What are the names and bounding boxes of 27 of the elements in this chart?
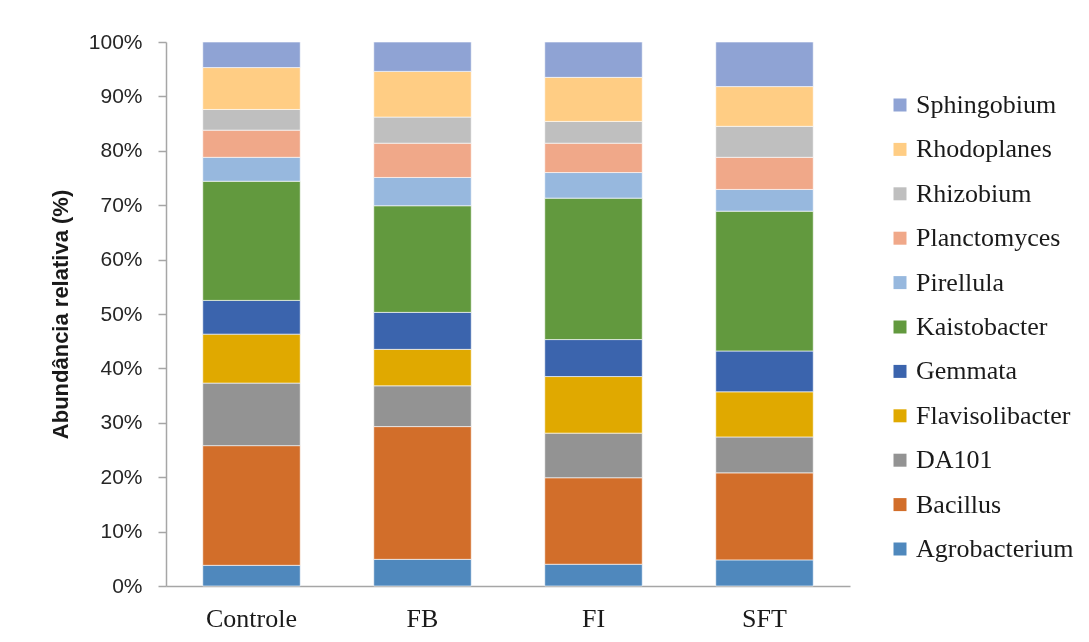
y-tick-label: 80% xyxy=(100,138,143,162)
x-tick-label: Controle xyxy=(206,603,297,633)
legend-label: Flavisolibacter xyxy=(916,400,1071,430)
y-tick-label: 40% xyxy=(100,355,143,379)
x-tick-label: FB xyxy=(406,603,439,633)
y-tick-label: 10% xyxy=(100,519,143,543)
y-tick-label: 0% xyxy=(112,573,143,597)
legend-label: Kaistobacter xyxy=(916,312,1048,341)
legend-label: Sphingobium xyxy=(916,90,1057,119)
y-tick-label: 50% xyxy=(100,301,143,325)
legend-label: Gemmata xyxy=(916,356,1018,386)
x-tick-label: FI xyxy=(581,603,606,633)
y-tick-label: 100% xyxy=(88,29,143,53)
legend-label: Agrobacterium xyxy=(916,534,1074,563)
y-axis-title: Abundância relativa (%) xyxy=(47,189,73,440)
y-tick-label: 60% xyxy=(100,247,143,271)
legend-label: Pirellula xyxy=(916,267,1005,297)
legend-label: Rhodoplanes xyxy=(916,134,1052,164)
y-tick-label: 70% xyxy=(100,192,143,216)
legend-label: DA101 xyxy=(916,445,993,475)
y-tick-label: 90% xyxy=(100,83,143,107)
legend-label: Bacillus xyxy=(916,489,1002,519)
y-tick-label: 30% xyxy=(100,410,143,434)
x-tick-label: SFT xyxy=(742,603,788,633)
legend-label: Rhizobium xyxy=(916,178,1032,208)
legend-label: Planctomyces xyxy=(916,223,1061,253)
y-tick-label: 20% xyxy=(100,464,143,488)
